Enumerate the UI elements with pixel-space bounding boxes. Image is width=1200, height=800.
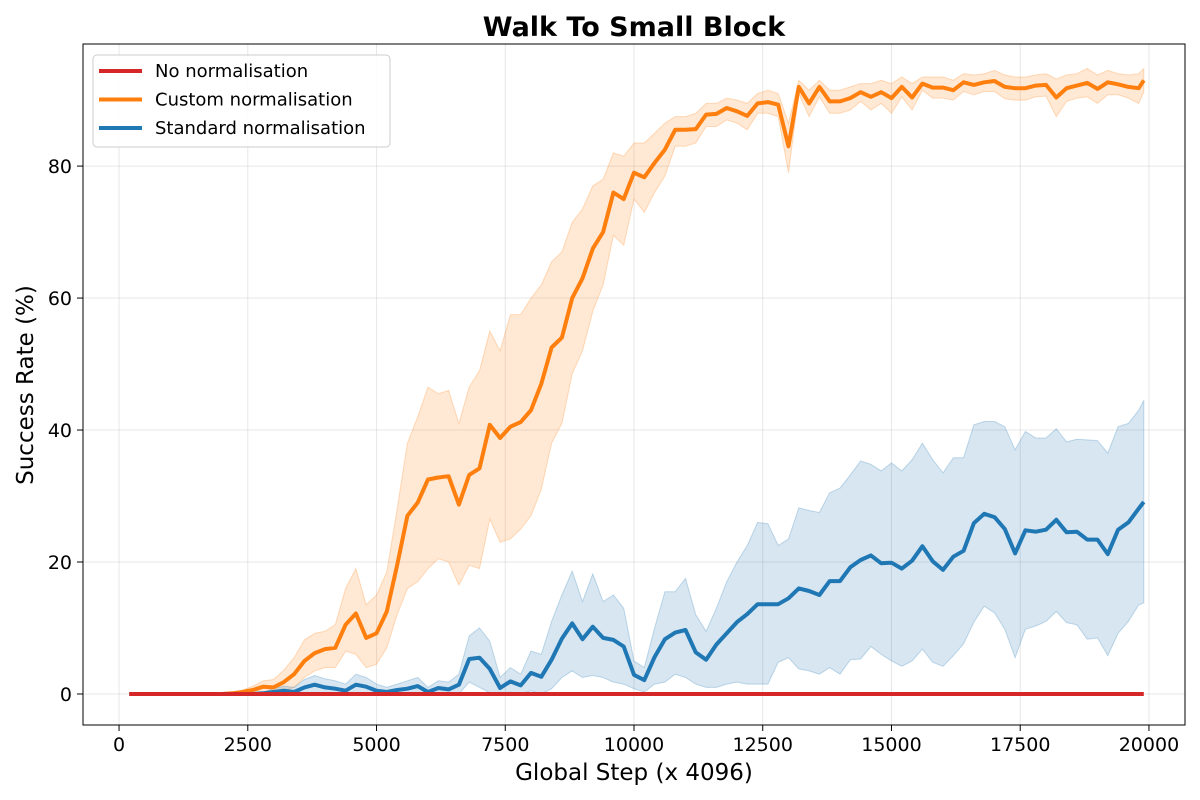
x-axis: 0 2500 5000 7500 10000 12500 15000 17500 20000 xyxy=(113,725,1179,756)
custom-normalisation-line xyxy=(129,79,1146,696)
series-lines xyxy=(129,79,1146,696)
legend-frame xyxy=(92,54,391,148)
y-axis: 0 20 40 60 80 xyxy=(48,156,83,706)
legend-label-custom-normalisation: Custom normalisation xyxy=(155,90,353,111)
x-tick-label: 20000 xyxy=(1119,734,1179,756)
y-tick-label: 80 xyxy=(48,156,72,178)
y-tick-label: 20 xyxy=(48,552,72,574)
standard-normalisation-line xyxy=(129,500,1146,696)
y-axis-label: Success Rate (%) xyxy=(13,285,39,485)
chart-title: Walk To Small Block xyxy=(483,12,787,43)
x-tick-label: 10000 xyxy=(604,734,664,756)
y-tick-label: 0 xyxy=(60,684,72,706)
x-tick-label: 2500 xyxy=(224,734,272,756)
y-tick-label: 60 xyxy=(48,288,72,310)
y-tick-label: 40 xyxy=(48,420,72,442)
legend-label-no-normalisation: No normalisation xyxy=(155,61,308,82)
x-tick-label: 17500 xyxy=(990,734,1050,756)
x-tick-label: 12500 xyxy=(733,734,793,756)
legend-label-standard-normalisation: Standard normalisation xyxy=(155,118,366,139)
x-axis-label: Global Step (x 4096) xyxy=(515,760,753,786)
x-tick-label: 7500 xyxy=(481,734,529,756)
x-tick-label: 15000 xyxy=(861,734,921,756)
x-tick-label: 0 xyxy=(113,734,125,756)
standard-normalisation-band xyxy=(129,400,1145,695)
legend: No normalisation Custom normalisation Stan… xyxy=(92,54,391,148)
x-tick-label: 5000 xyxy=(352,734,400,756)
